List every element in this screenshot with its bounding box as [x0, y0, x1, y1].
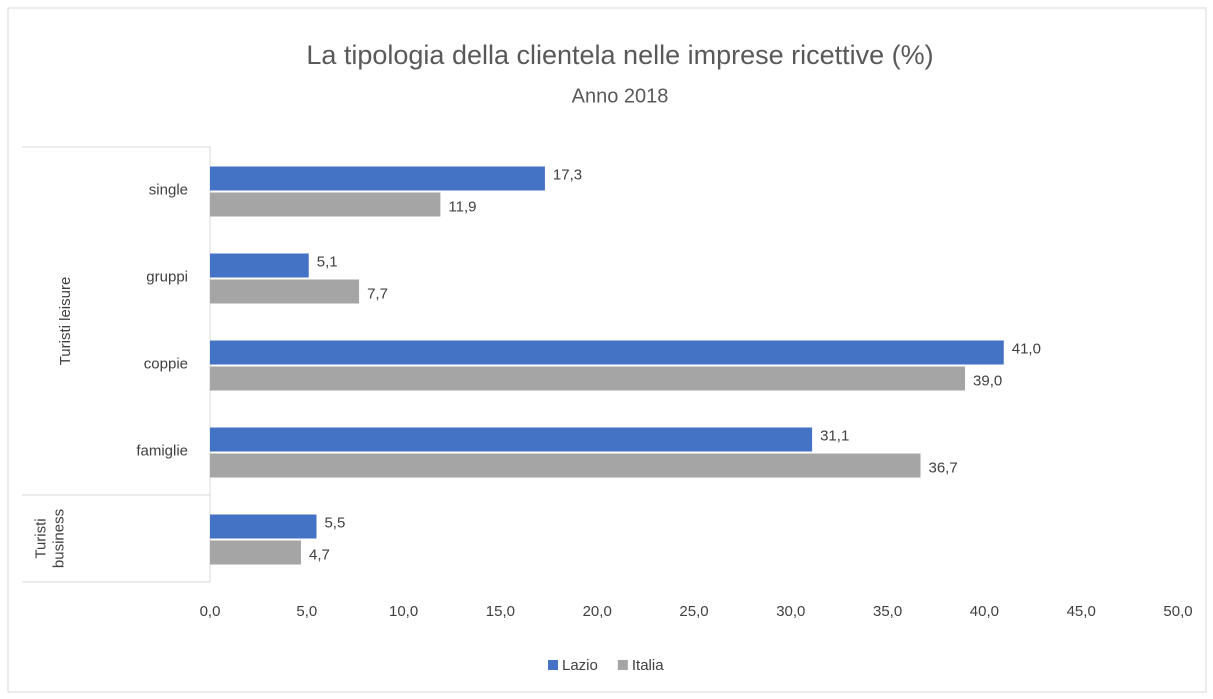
- data-label: 17,3: [553, 166, 582, 183]
- chart-subtitle: Anno 2018: [572, 85, 669, 107]
- group-label: Turisti leisure: [57, 276, 74, 366]
- bar: [210, 514, 317, 539]
- x-tick-label: 0,0: [200, 603, 221, 620]
- data-label: 5,1: [317, 253, 338, 270]
- bar: [210, 253, 309, 278]
- x-tick-label: 40,0: [970, 603, 999, 620]
- y-tick-label: single: [149, 181, 188, 198]
- group-label: Turisti business: [32, 508, 67, 569]
- x-tick-label: 15,0: [486, 603, 515, 620]
- x-tick-label: 5,0: [296, 603, 317, 620]
- x-tick-label: 10,0: [389, 603, 418, 620]
- x-tick-label: 30,0: [776, 603, 805, 620]
- x-tick-label: 20,0: [583, 603, 612, 620]
- data-label: 36,7: [929, 459, 958, 476]
- y-tick-label: gruppi: [146, 268, 188, 285]
- data-label: 11,9: [448, 198, 476, 215]
- y-tick-label: famiglie: [136, 442, 188, 459]
- legend-swatch: [617, 660, 628, 670]
- bar: [210, 192, 441, 217]
- chart-title: La tipologia della clientela nelle impre…: [306, 40, 933, 70]
- x-tick-label: 25,0: [679, 603, 708, 620]
- bar: [210, 427, 813, 452]
- legend-label: Italia: [632, 657, 664, 674]
- x-tick-label: 45,0: [1067, 603, 1096, 620]
- bar: [210, 279, 360, 304]
- data-label: 31,1: [820, 427, 849, 444]
- data-label: 4,7: [309, 546, 330, 563]
- y-tick-label: coppie: [144, 355, 188, 372]
- bar: [210, 453, 921, 478]
- legend-swatch: [548, 660, 558, 670]
- bar: [210, 540, 301, 565]
- bar: [210, 340, 1004, 365]
- data-label: 5,5: [324, 514, 345, 531]
- group-label-box: Turisti leisure: [57, 276, 74, 366]
- x-tick-label: 35,0: [873, 603, 902, 620]
- data-label: 41,0: [1012, 340, 1041, 357]
- data-label: 7,7: [367, 285, 388, 302]
- legend-label: Lazio: [562, 657, 598, 674]
- group-label-box: Turisti business: [32, 508, 67, 569]
- x-tick-label: 50,0: [1163, 603, 1192, 620]
- bar: [210, 366, 966, 391]
- data-label: 39,0: [973, 372, 1002, 389]
- bar: [210, 166, 545, 191]
